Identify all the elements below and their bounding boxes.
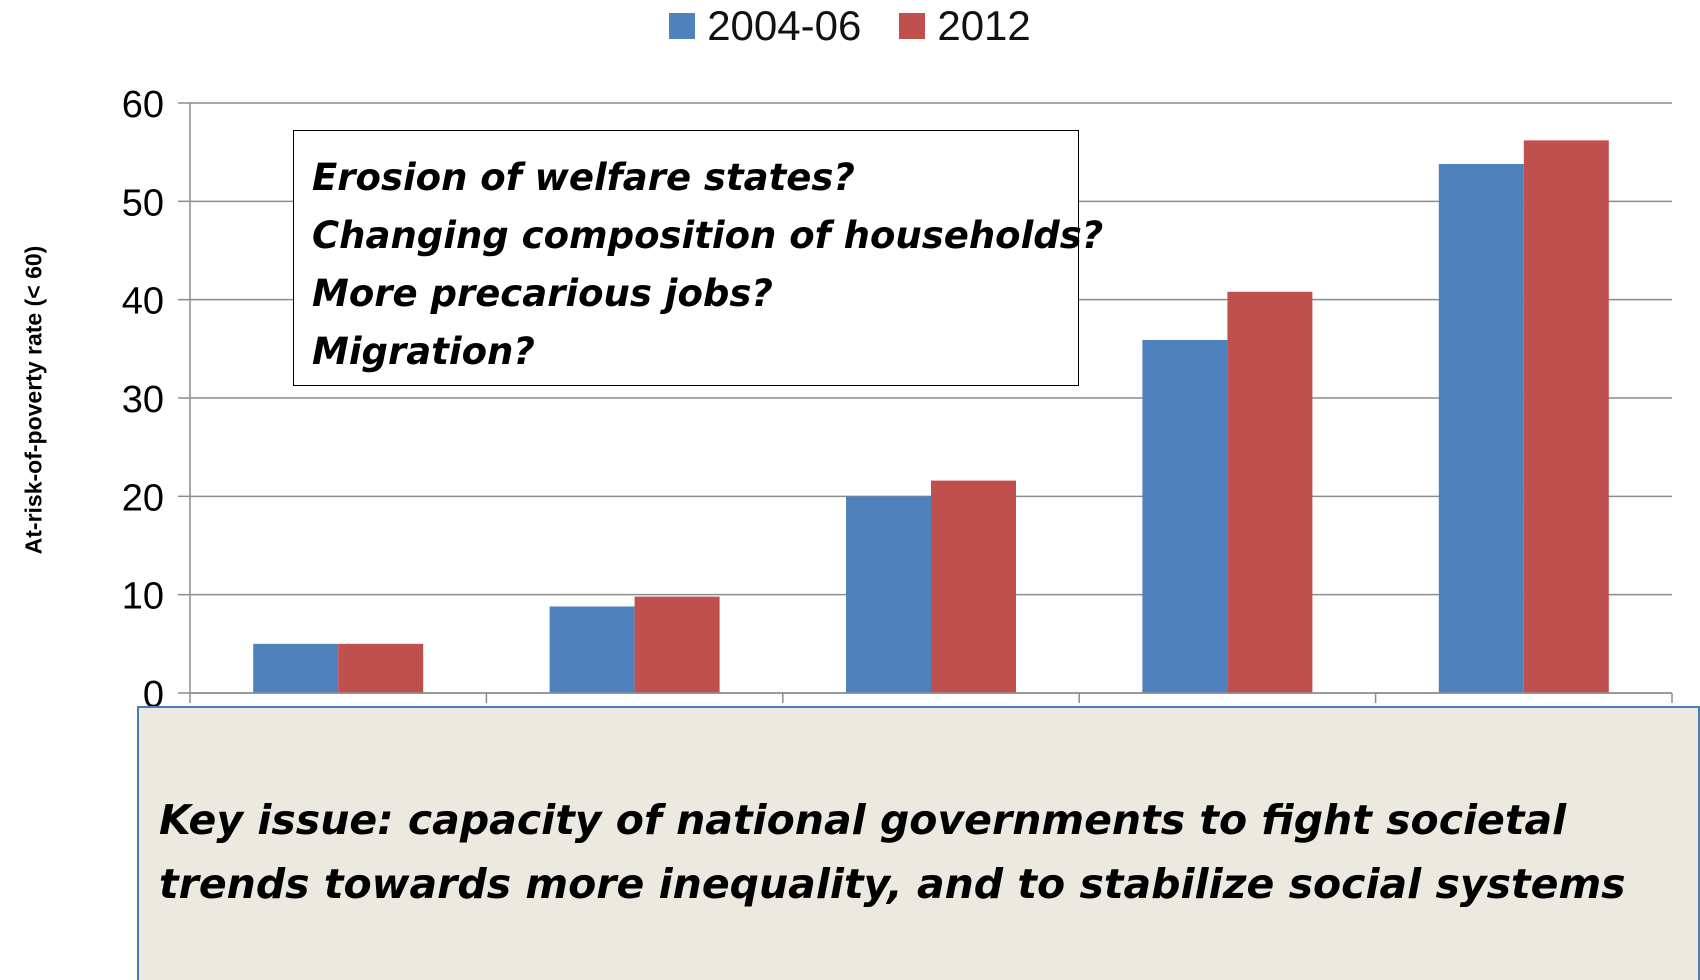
y-axis-label: At-risk-of-poverty rate (< 60) xyxy=(20,245,47,555)
y-tick-label: 50 xyxy=(122,182,164,224)
y-tick-label: 0 xyxy=(143,674,164,716)
legend-item-2012: 2012 xyxy=(899,2,1031,50)
key-issue-box: Key issue: capacity of national governme… xyxy=(137,706,1700,980)
legend-item-2004-06: 2004-06 xyxy=(669,2,861,50)
legend-swatch-2004-06 xyxy=(669,13,696,39)
bar-2012 xyxy=(338,643,424,693)
axes xyxy=(178,102,1673,703)
question-line: More precarious jobs? xyxy=(312,272,773,315)
bar-2012 xyxy=(1523,140,1609,693)
y-tick-label: 10 xyxy=(122,576,164,618)
legend-label-2012: 2012 xyxy=(937,2,1031,49)
legend: 2004-06 2012 xyxy=(0,2,1700,50)
y-tick-label: 40 xyxy=(122,281,164,323)
bars xyxy=(253,140,1609,693)
legend-swatch-2012 xyxy=(899,13,926,39)
questions-box: Erosion of welfare states? Changing comp… xyxy=(293,130,1104,386)
bar-2004-06 xyxy=(549,606,635,693)
y-tick-label: 30 xyxy=(122,379,164,421)
key-issue-line: Key issue: capacity of national governme… xyxy=(159,796,1567,844)
bar-2004-06 xyxy=(253,643,339,693)
legend-label-2004-06: 2004-06 xyxy=(707,2,862,49)
bar-2012 xyxy=(634,596,720,693)
key-issue-line: trends towards more inequality, and to s… xyxy=(159,860,1626,908)
question-line: Changing composition of households? xyxy=(312,214,1104,257)
question-line: Migration? xyxy=(312,330,535,373)
bar-2004-06 xyxy=(846,496,931,693)
bar-2004-06 xyxy=(1438,163,1524,693)
y-tick-label: 20 xyxy=(122,477,164,519)
y-tick-labels: 0 10 20 30 40 50 60 xyxy=(122,84,164,716)
bar-2012 xyxy=(931,480,1016,693)
question-line: Erosion of welfare states? xyxy=(312,156,855,199)
y-tick-label: 60 xyxy=(122,84,164,126)
bar-2012 xyxy=(1227,291,1313,693)
bar-2004-06 xyxy=(1142,339,1228,693)
